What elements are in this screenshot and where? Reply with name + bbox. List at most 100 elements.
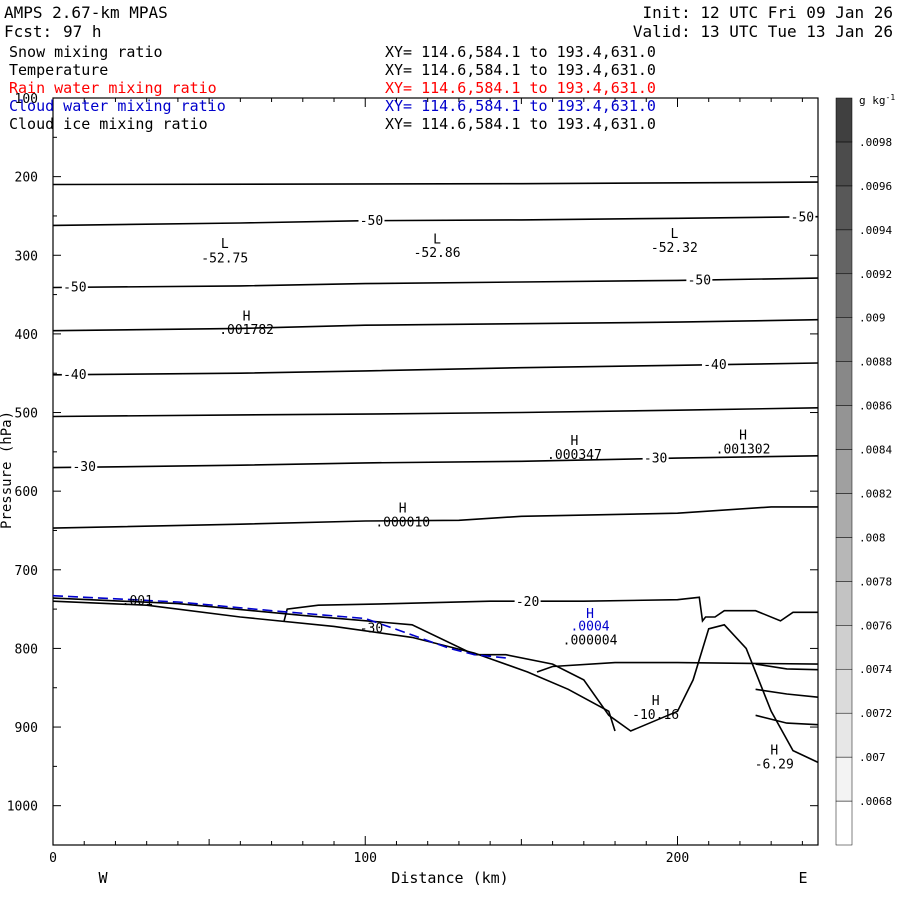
colorbar-label: .0084	[859, 444, 892, 457]
colorbar: .0068 .007 .0072 .0074 .0076 .0078 .008 .0082 .0…	[835, 97, 892, 846]
x-tick-label: 100	[354, 851, 377, 866]
colorbar-segment	[835, 317, 853, 362]
y-tick-label: 900	[15, 721, 38, 736]
extremum-label-19: H	[770, 744, 778, 759]
extremum-label-1: -52.75	[201, 251, 248, 266]
axis-layer: 100 200 300 400 500 600 700 800 900 1000 0 100 200	[7, 92, 818, 866]
contour-label-8-0: -20	[516, 595, 539, 610]
contour-label-4-1: -40	[703, 358, 726, 373]
field-name-2: Rain water mixing ratio	[9, 79, 217, 97]
colorbar-label: .009	[859, 312, 886, 325]
extremum-label-11: .001302	[716, 442, 771, 457]
y-tick-label: 400	[15, 328, 38, 343]
extremum-label-8: H	[571, 434, 579, 449]
colorbar-segment	[835, 756, 853, 802]
field-name-0: Snow mixing ratio	[9, 43, 163, 61]
extremum-label-0: L	[221, 237, 229, 252]
contour-label-1-0: -50	[360, 214, 383, 229]
contour-line-1	[52, 215, 819, 227]
colorbar-segment	[835, 712, 853, 758]
extremum-label-21: .001	[122, 594, 153, 609]
contour-label-bg	[642, 450, 669, 465]
east-label: E	[798, 869, 807, 887]
y-tick-label: 100	[15, 92, 38, 107]
forecast-value: 97 h	[63, 22, 102, 41]
contour-label-bg	[61, 279, 88, 294]
extremum-label-16: .000004	[563, 633, 618, 648]
contour-line-9	[536, 661, 819, 673]
x-tick-label: 0	[49, 851, 57, 866]
contour-label-bg	[61, 366, 88, 381]
extremum-label-12: H	[399, 501, 407, 516]
colorbar-label: .0088	[859, 356, 892, 369]
x-tick-label: 200	[666, 851, 689, 866]
contour-label-bg	[358, 212, 385, 227]
init-time: Init: 12 UTC Fri 09 Jan 26	[643, 3, 893, 22]
colorbar-unit: g kg-1	[859, 93, 895, 107]
extremum-label-3: -52.86	[414, 246, 461, 261]
field-xy-0: XY= 114.6,584.1 to 193.4,631.0	[385, 43, 656, 61]
field-xy-3: XY= 114.6,584.1 to 193.4,631.0	[385, 97, 656, 115]
contour-layer: -50 -50 -50 -50 -40 -40 -30 -30 -20	[52, 181, 819, 764]
y-tick-label: 1000	[7, 800, 38, 815]
colorbar-segment	[835, 141, 853, 187]
contour-line-14	[52, 600, 616, 732]
contour-line-12	[755, 714, 819, 726]
colorbar-label: .0068	[859, 795, 892, 808]
extremum-label-14: H	[586, 607, 594, 622]
colorbar-label: .0086	[859, 400, 892, 413]
extremum-label-13: .000010	[375, 516, 430, 531]
field-xy-1: XY= 114.6,584.1 to 193.4,631.0	[385, 61, 656, 79]
y-axis-label: Pressure (hPa)	[0, 411, 15, 529]
contour-label-6-1: -30	[644, 451, 667, 466]
colorbar-segment	[835, 625, 853, 670]
y-tick-label: 600	[15, 485, 38, 500]
colorbar-segment	[835, 229, 853, 275]
contour-line-7	[52, 506, 818, 529]
field-name-3: Cloud water mixing ratio	[9, 97, 226, 115]
west-label: W	[98, 869, 108, 887]
colorbar-label: .0082	[859, 487, 892, 500]
colorbar-label: .0094	[859, 224, 892, 237]
y-tick-label: 800	[15, 642, 38, 657]
field-xy-2: XY= 114.6,584.1 to 193.4,631.0	[385, 79, 656, 97]
contour-line-15	[52, 594, 506, 659]
model-title: AMPS 2.67-km MPAS	[4, 3, 168, 22]
colorbar-segment	[835, 97, 853, 143]
field-name-4: Cloud ice mixing ratio	[9, 115, 208, 133]
colorbar-segment	[835, 581, 853, 626]
colorbar-unit-exp: -1	[886, 93, 896, 102]
contour-line-10	[755, 663, 819, 671]
y-tick-label: 500	[15, 407, 38, 422]
extremum-label-7: .001782	[219, 323, 274, 338]
annotation-layer: L-52.75L-52.86L-52.32H.001782H.000347H.0…	[122, 227, 794, 773]
valid-time: Valid: 13 UTC Tue 13 Jan 26	[633, 22, 893, 41]
colorbar-label: .0096	[859, 180, 892, 193]
colorbar-segment	[835, 668, 853, 714]
extremum-label-10: H	[739, 428, 747, 443]
extremum-label-22: -30	[360, 622, 383, 637]
colorbar-label: .0098	[859, 136, 892, 149]
contour-line-6	[52, 455, 819, 469]
field-xy-4: XY= 114.6,584.1 to 193.4,631.0	[385, 115, 656, 133]
colorbar-segment	[835, 493, 853, 538]
contour-line-8	[283, 596, 818, 623]
extremum-label-20: -6.29	[755, 758, 794, 773]
y-tick-label: 300	[15, 249, 38, 264]
contour-line-0	[52, 181, 819, 186]
colorbar-label: .0074	[859, 663, 892, 676]
contour-label-2-0: -50	[63, 281, 86, 296]
y-tick-label: 700	[15, 564, 38, 579]
x-axis-label: Distance (km)	[391, 869, 508, 887]
colorbar-segment	[835, 405, 853, 450]
colorbar-label: .0072	[859, 707, 892, 720]
contour-label-bg	[701, 356, 728, 371]
extremum-label-17: H	[652, 694, 660, 709]
colorbar-label: .0092	[859, 268, 892, 281]
colorbar-segment	[835, 800, 853, 846]
extremum-label-5: -52.32	[651, 241, 698, 256]
colorbar-label: .0078	[859, 575, 892, 588]
colorbar-label: .0076	[859, 619, 892, 632]
